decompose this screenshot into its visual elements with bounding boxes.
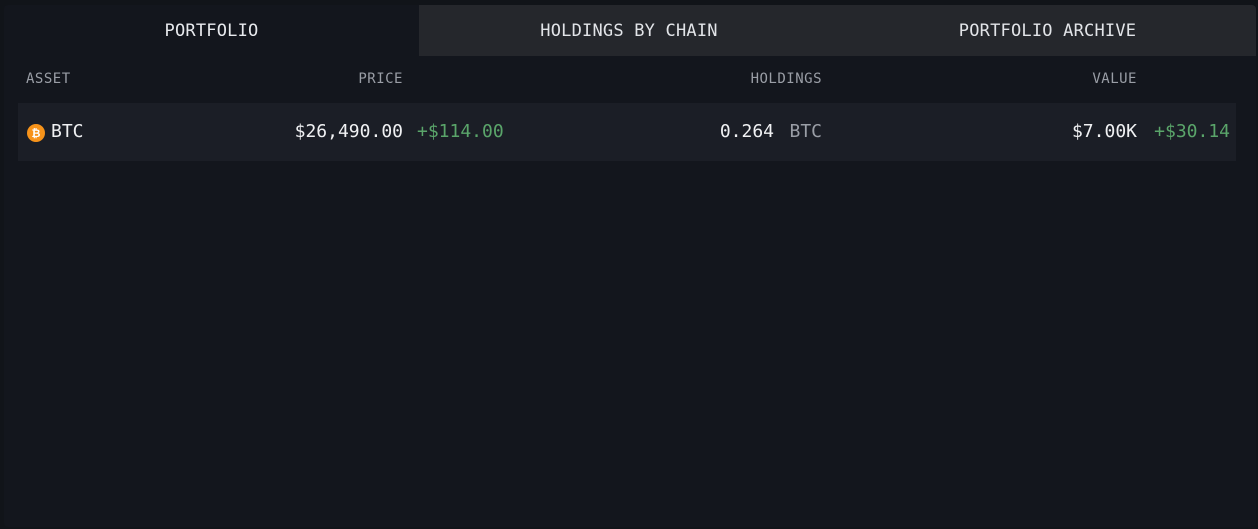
column-header-holdings[interactable]: HOLDINGS [750, 71, 822, 87]
holdings-unit: BTC [789, 121, 822, 142]
asset-price: $26,490.00 [294, 121, 403, 142]
asset-value: $7.00K [1071, 121, 1137, 142]
column-header-value[interactable]: VALUE [1092, 71, 1137, 87]
asset-symbol: BTC [51, 121, 84, 142]
value-change: +$30.14 [1154, 121, 1230, 142]
tab-portfolio[interactable]: PORTFOLIO [4, 5, 419, 56]
tab-bar: PORTFOLIO HOLDINGS BY CHAIN PORTFOLIO AR… [4, 5, 1256, 56]
portfolio-panel: PORTFOLIO HOLDINGS BY CHAIN PORTFOLIO AR… [4, 5, 1256, 527]
tab-portfolio-archive[interactable]: PORTFOLIO ARCHIVE [839, 5, 1256, 56]
tab-holdings-by-chain[interactable]: HOLDINGS BY CHAIN [419, 5, 839, 56]
table-row[interactable]: ₿ BTC $26,490.00 +$114.00 0.264 BTC $7.0… [18, 103, 1236, 161]
column-header-price[interactable]: PRICE [358, 71, 403, 87]
column-header-asset[interactable]: ASSET [26, 71, 71, 87]
price-change: +$114.00 [417, 121, 504, 142]
holdings-amount: 0.264 [719, 121, 774, 142]
bitcoin-icon: ₿ [27, 124, 45, 142]
table-header: ASSET PRICE HOLDINGS VALUE [18, 51, 1236, 103]
